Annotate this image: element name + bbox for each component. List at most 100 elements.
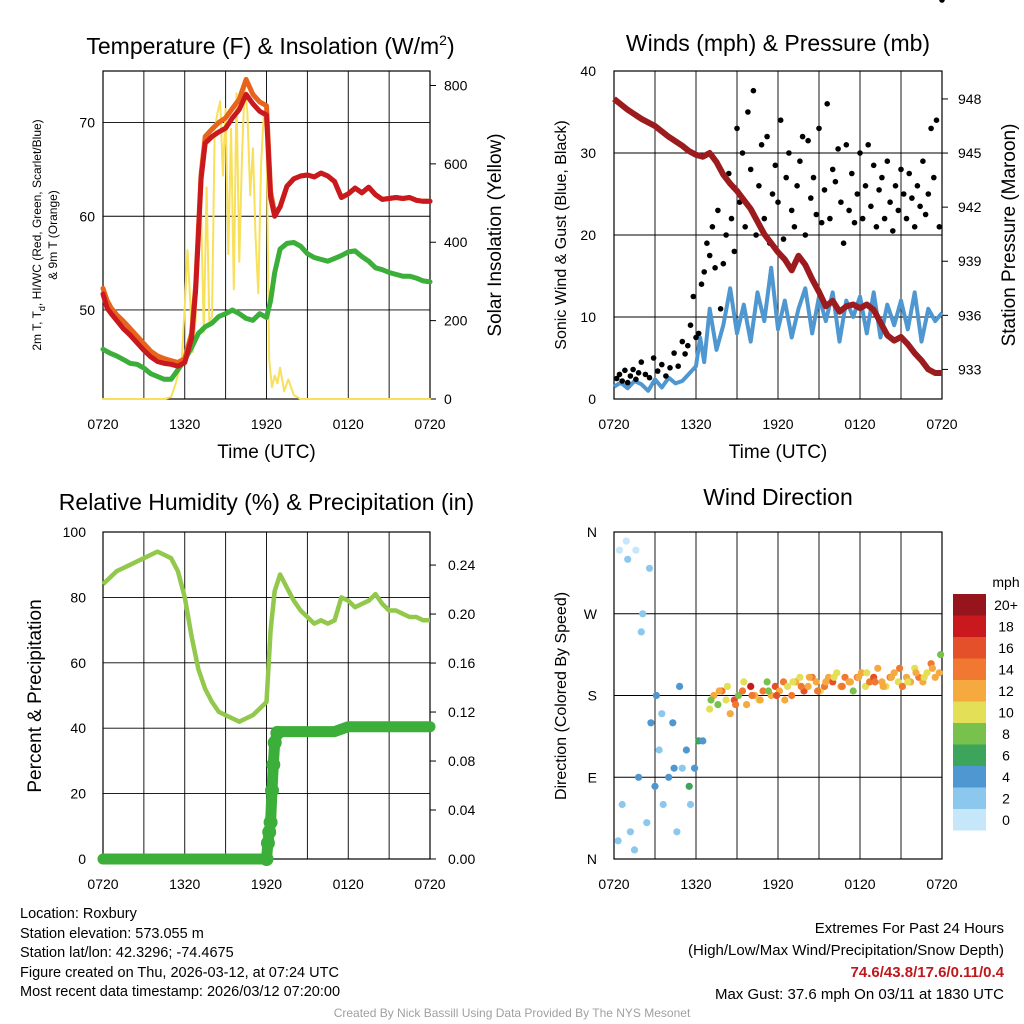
direction-point [812, 678, 820, 686]
direction-points [614, 537, 945, 854]
gust-point [818, 219, 825, 226]
panel-1: 0720 1320 1920 0120 0720 50 60 70 0 200 400 600 800 T… [30, 32, 506, 463]
gust-point [928, 125, 934, 132]
legend-label: 20+ [994, 597, 1018, 613]
legend-label: 16 [998, 640, 1014, 656]
gust-point [786, 150, 792, 156]
direction-point [904, 678, 912, 686]
gust-point [840, 240, 847, 246]
direction-point [804, 682, 812, 691]
gust-point [849, 170, 855, 177]
y2-tick-label: 0.16 [448, 655, 475, 671]
gust-point [650, 355, 657, 361]
direction-point [738, 687, 747, 695]
y-tick-label: 60 [70, 655, 86, 671]
y2-tick-label: 0.04 [448, 802, 475, 818]
x-tick-label: 1920 [762, 416, 793, 432]
precip-point [265, 783, 279, 798]
direction-point [647, 719, 655, 727]
gust-point [846, 207, 852, 214]
y-tick-label: 40 [580, 63, 596, 79]
legend-label: 8 [1002, 726, 1010, 742]
gust-point [873, 224, 880, 230]
direction-point [740, 678, 748, 686]
legend-swatch [953, 809, 986, 831]
series-precipitation [97, 721, 436, 865]
station-info: Location: Roxbury Station elevation: 573… [20, 905, 340, 1003]
legend-swatch [953, 766, 986, 788]
gust-point [642, 371, 649, 378]
y-tick-label: N [587, 524, 597, 540]
direction-point [935, 669, 943, 677]
series-2m-t [100, 91, 433, 369]
direction-point [879, 682, 887, 691]
gust-point [816, 125, 822, 132]
legend-label: 18 [998, 618, 1014, 634]
gust-point [772, 162, 779, 169]
gust-point [638, 359, 645, 365]
legend-label: 14 [998, 661, 1014, 677]
precip-point [266, 757, 281, 772]
gust-point [783, 174, 789, 181]
x-tick-label: 1920 [762, 876, 793, 892]
y-tick-label: 50 [79, 302, 95, 318]
series-gust [613, 0, 945, 386]
gust-point [851, 219, 858, 226]
series-sonic-wind [612, 265, 944, 393]
y2-tick-label: 200 [444, 313, 468, 329]
gust-point [898, 166, 904, 173]
y2-tick-label: 400 [444, 234, 468, 250]
direction-point [645, 564, 654, 572]
legend-swatch [953, 701, 986, 723]
title-end: ) [447, 33, 455, 59]
direction-point [764, 687, 773, 695]
gust-point [630, 366, 636, 373]
gust-point [742, 224, 748, 230]
gust-point [739, 150, 746, 156]
gust-point [791, 224, 798, 230]
y2-tick-label: 945 [958, 145, 982, 161]
gust-point [777, 117, 784, 123]
gust-point [827, 215, 833, 222]
gust-point [931, 174, 937, 181]
panel-3: 0720 1320 1920 0120 07200204060801000.000.04… [25, 489, 475, 892]
y-axis-label: Sonic Wind & Gust (Blue, Black) [553, 120, 570, 349]
gust-point [879, 174, 885, 181]
x-tick-label: 0720 [926, 416, 957, 432]
x-tick-label: 0120 [333, 416, 364, 432]
gust-point [799, 133, 806, 140]
legend-swatch [953, 744, 986, 766]
gust-point [701, 269, 707, 275]
gust-point [698, 281, 705, 288]
direction-point [822, 678, 830, 686]
y-tick-label: 80 [70, 589, 86, 605]
legend-title: mph [992, 574, 1019, 590]
gust-point [808, 195, 814, 201]
direction-point [781, 696, 789, 704]
gust-point [835, 146, 841, 152]
gust-point [706, 252, 713, 259]
direction-point [796, 673, 804, 681]
y2-tick-label: 942 [958, 199, 982, 215]
y-axis-label: Percent & Precipitation [25, 599, 46, 792]
x-tick-label: 0120 [844, 416, 875, 432]
legend-swatch [953, 615, 986, 637]
direction-point [726, 710, 734, 718]
gust-point [881, 215, 888, 222]
x-tick-label: 1920 [251, 876, 282, 892]
direction-point [676, 682, 684, 691]
max-gust-text: Max Gust: 37.6 mph On 03/11 at 1830 UTC [714, 986, 1004, 1003]
direction-point [928, 664, 937, 672]
gust-point [671, 350, 677, 356]
y-tick-label: 20 [580, 227, 596, 243]
y-axis-label: 2m T, Td, HI/WC (Red, Green, Scarlet/Blu… [30, 119, 47, 350]
legend-label: 2 [1002, 790, 1010, 806]
y2-tick-label: 800 [444, 77, 468, 93]
gust-point [624, 379, 631, 386]
direction-point [849, 687, 857, 695]
gust-point [911, 224, 918, 230]
gust-point [695, 330, 702, 337]
chart-title: Winds (mph) & Pressure (mb) [626, 30, 930, 56]
y-label-part: , HI/WC (Red, Green, Scarlet/Blue) [30, 119, 44, 306]
